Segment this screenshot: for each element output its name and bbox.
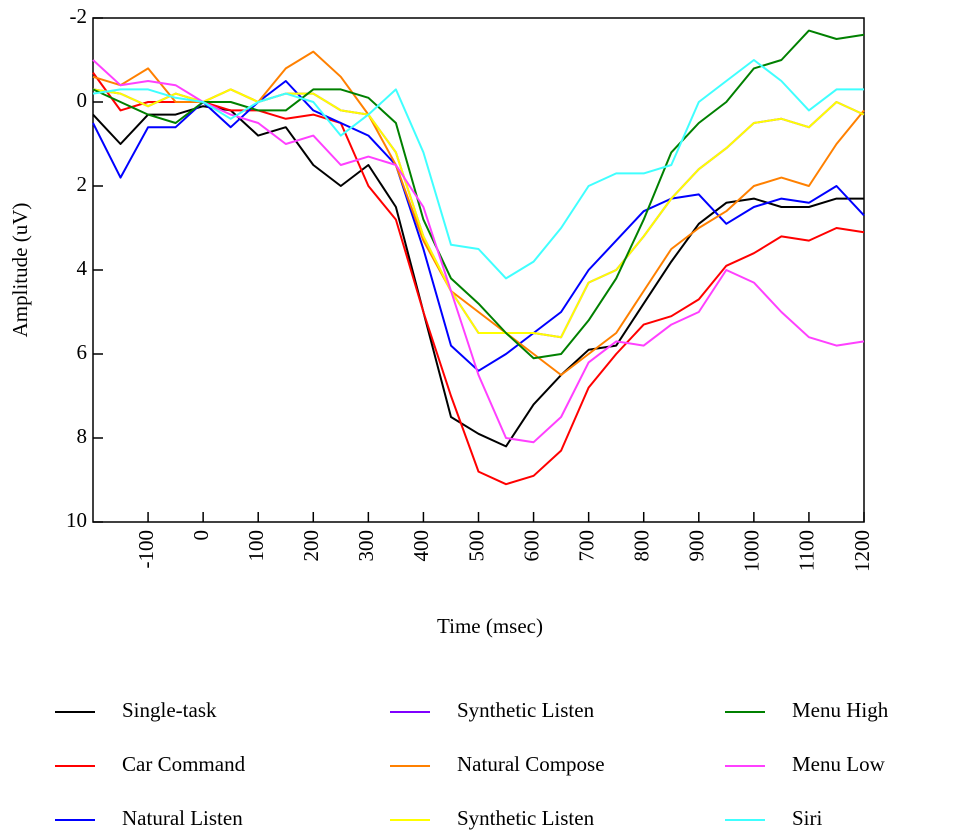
x-tick-label: 100 <box>244 530 268 562</box>
y-tick-label: 4 <box>77 256 88 280</box>
series-line <box>92 88 865 339</box>
series-line <box>92 88 865 339</box>
x-tick-label: 800 <box>630 530 654 562</box>
x-tick-label: 300 <box>354 530 378 562</box>
legend-label: Car Command <box>122 752 246 776</box>
x-tick-label: 1200 <box>850 530 874 572</box>
y-tick-label: 10 <box>66 508 87 532</box>
x-tick-label: 1100 <box>795 530 819 571</box>
legend-label: Menu Low <box>792 752 886 776</box>
x-tick-label: 400 <box>409 530 433 562</box>
y-tick-label: 8 <box>77 424 88 448</box>
x-tick-label: 200 <box>299 530 323 562</box>
y-tick-label: 6 <box>77 340 88 364</box>
series-line <box>92 29 865 360</box>
series-line <box>92 72 865 486</box>
x-tick-label: 900 <box>685 530 709 562</box>
legend-label: Natural Listen <box>122 806 243 830</box>
legend-label: Synthetic Listen <box>457 806 595 830</box>
y-axis-label: Amplitude (uV) <box>8 203 32 338</box>
series-line <box>92 105 864 448</box>
x-tick-label: -100 <box>134 530 158 569</box>
y-tick-label: 2 <box>77 172 88 196</box>
x-tick-label: 500 <box>464 530 488 562</box>
legend-label: Siri <box>792 806 823 830</box>
legend-label: Menu High <box>792 698 889 722</box>
y-tick-label: 0 <box>77 88 88 112</box>
legend-label: Synthetic Listen <box>457 698 595 722</box>
y-tick-label: -2 <box>70 4 88 28</box>
x-tick-label: 600 <box>519 530 543 562</box>
x-tick-label: 0 <box>189 530 213 541</box>
plot-frame <box>92 17 865 523</box>
series-line <box>92 59 865 444</box>
x-axis-label: Time (msec) <box>437 614 543 638</box>
x-tick-label: 1000 <box>740 530 764 572</box>
legend-label: Single-task <box>122 698 217 722</box>
series-line <box>92 59 864 280</box>
series-line <box>92 80 865 372</box>
legend-label: Natural Compose <box>457 752 605 776</box>
x-tick-label: 700 <box>574 530 598 562</box>
